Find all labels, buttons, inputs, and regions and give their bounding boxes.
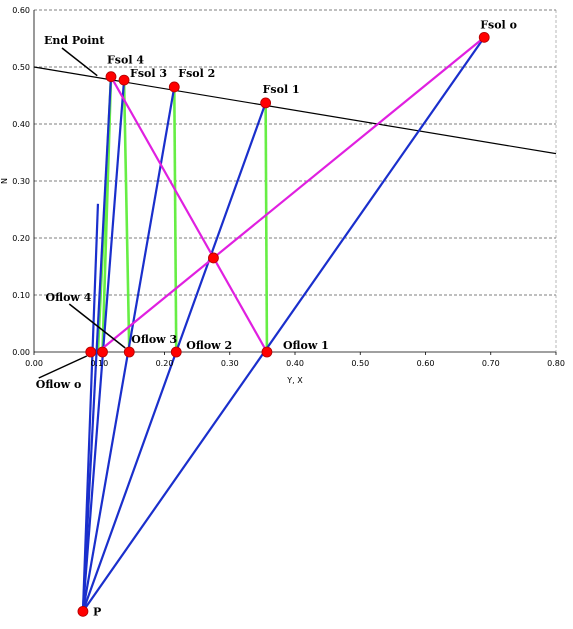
tie-line [172, 86, 178, 353]
operating-line [82, 36, 486, 612]
point-oflow2 [170, 346, 182, 358]
tie-line [122, 80, 131, 353]
label-oflow1: Oflow 1 [283, 339, 329, 352]
point-oflow0 [85, 346, 97, 358]
end-point-arrow [61, 47, 98, 77]
y-axis-label: N [0, 178, 9, 184]
x-axis-label: Y, X [286, 376, 303, 385]
operating-line [81, 76, 113, 612]
x-tick-label: 0.20 [156, 359, 174, 368]
operating-line [81, 102, 267, 612]
point-p [77, 605, 89, 617]
point-oflow1 [261, 346, 273, 358]
x-tick-label: 0.70 [482, 359, 500, 368]
mixing-lines [97, 36, 485, 353]
label-fsol4: Fsol 4 [107, 54, 144, 67]
label-fsol0: Fsol o [480, 18, 517, 31]
label-oflow3: Oflow 3 [131, 333, 177, 346]
y-tick-label: 0.30 [12, 177, 30, 186]
x-tick-label: 0.80 [547, 359, 565, 368]
y-tick-label: 0.40 [12, 120, 30, 129]
mixing-line [110, 76, 268, 353]
y-tick-label: 0.50 [12, 63, 30, 72]
x-tick-label: 0.30 [221, 359, 239, 368]
label-oflow4: Oflow 4 [46, 291, 92, 304]
point-fsol1 [260, 97, 272, 109]
label-p: P [93, 605, 101, 618]
point-fsol0 [478, 31, 490, 43]
tie-lines [96, 76, 269, 353]
point-oflow4 [97, 346, 108, 358]
oflow0-leader [38, 355, 88, 379]
x-tick-label: 0.00 [25, 359, 43, 368]
point-delta [208, 252, 219, 264]
point-oflow3 [123, 346, 135, 358]
operating-line [81, 203, 100, 612]
tick-labels: 0.00 0.10 0.20 0.30 0.40 0.50 0.60 0.00 0.10 0.20… [12, 6, 565, 368]
label-fsol1: Fsol 1 [263, 83, 300, 96]
y-tick-label: 0.10 [12, 291, 30, 300]
end-point-annotation: End Point [44, 34, 105, 47]
point-fsol2 [168, 81, 180, 93]
mixing-line [97, 36, 485, 353]
tie-line [264, 102, 269, 353]
data-points [77, 31, 490, 617]
label-oflow2: Oflow 2 [186, 339, 232, 352]
x-tick-label: 0.40 [286, 359, 304, 368]
x-tick-label: 0.50 [351, 359, 369, 368]
point-fsol4 [105, 71, 117, 83]
y-tick-label: 0.00 [12, 348, 30, 357]
y-tick-label: 0.20 [12, 234, 30, 243]
x-tick-label: 0.60 [417, 359, 435, 368]
operating-lines [81, 36, 486, 612]
oflow4-leader [68, 303, 126, 349]
y-tick-label: 0.60 [12, 6, 30, 15]
x-tick-label: 0.10 [90, 359, 108, 368]
label-fsol2: Fsol 2 [178, 67, 215, 80]
label-fsol3: Fsol 3 [130, 67, 167, 80]
point-fsol3 [118, 74, 130, 86]
label-oflow0: Oflow o [36, 378, 82, 391]
operating-line [81, 80, 126, 612]
